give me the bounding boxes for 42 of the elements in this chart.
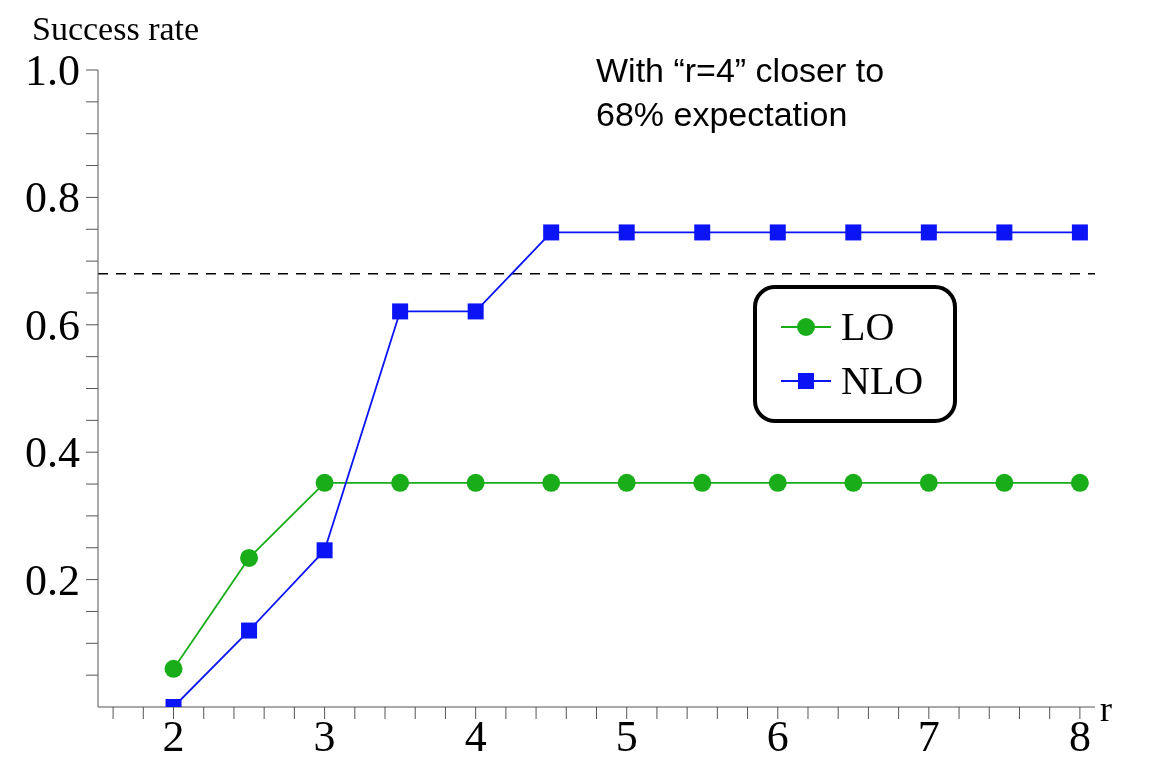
y-axis-title: Success rate <box>32 10 200 48</box>
point <box>316 542 333 559</box>
point <box>845 224 862 241</box>
point <box>618 224 635 241</box>
point <box>391 473 410 492</box>
point <box>617 473 636 492</box>
x-tick-label: 6 <box>766 712 789 761</box>
x-axis-title: r <box>1100 688 1112 730</box>
y-tick-label: 1.0 <box>25 46 80 95</box>
point <box>1070 473 1089 492</box>
point <box>844 473 863 492</box>
x-tick-label: 3 <box>313 712 336 761</box>
annotation: With “r=4” closer to 68% expectation <box>596 50 886 135</box>
x-tick-label: 2 <box>162 712 185 761</box>
point <box>996 224 1013 241</box>
point <box>466 473 485 492</box>
point <box>769 224 786 241</box>
point <box>240 548 259 567</box>
point <box>315 473 334 492</box>
x-tick-label: 8 <box>1068 712 1091 761</box>
point <box>768 473 787 492</box>
point <box>694 224 711 241</box>
x-tick-label: 7 <box>917 712 940 761</box>
point <box>919 473 938 492</box>
legend-label: LO <box>841 304 895 349</box>
point <box>1071 224 1088 241</box>
y-tick-label: 0.4 <box>25 428 80 478</box>
x-tick-label: 4 <box>464 712 487 761</box>
legend-label: NLO <box>841 358 924 403</box>
y-tick-label: 0.8 <box>25 173 80 223</box>
y-tick-label: 0.2 <box>25 555 80 605</box>
y-tick-label: 0.6 <box>25 300 80 350</box>
point <box>467 303 484 320</box>
point <box>543 224 560 241</box>
point <box>164 659 183 678</box>
x-tick-label: 5 <box>615 712 638 761</box>
point <box>995 473 1014 492</box>
point <box>542 473 561 492</box>
point <box>392 303 409 320</box>
point <box>693 473 712 492</box>
point <box>241 622 258 639</box>
point <box>920 224 937 241</box>
